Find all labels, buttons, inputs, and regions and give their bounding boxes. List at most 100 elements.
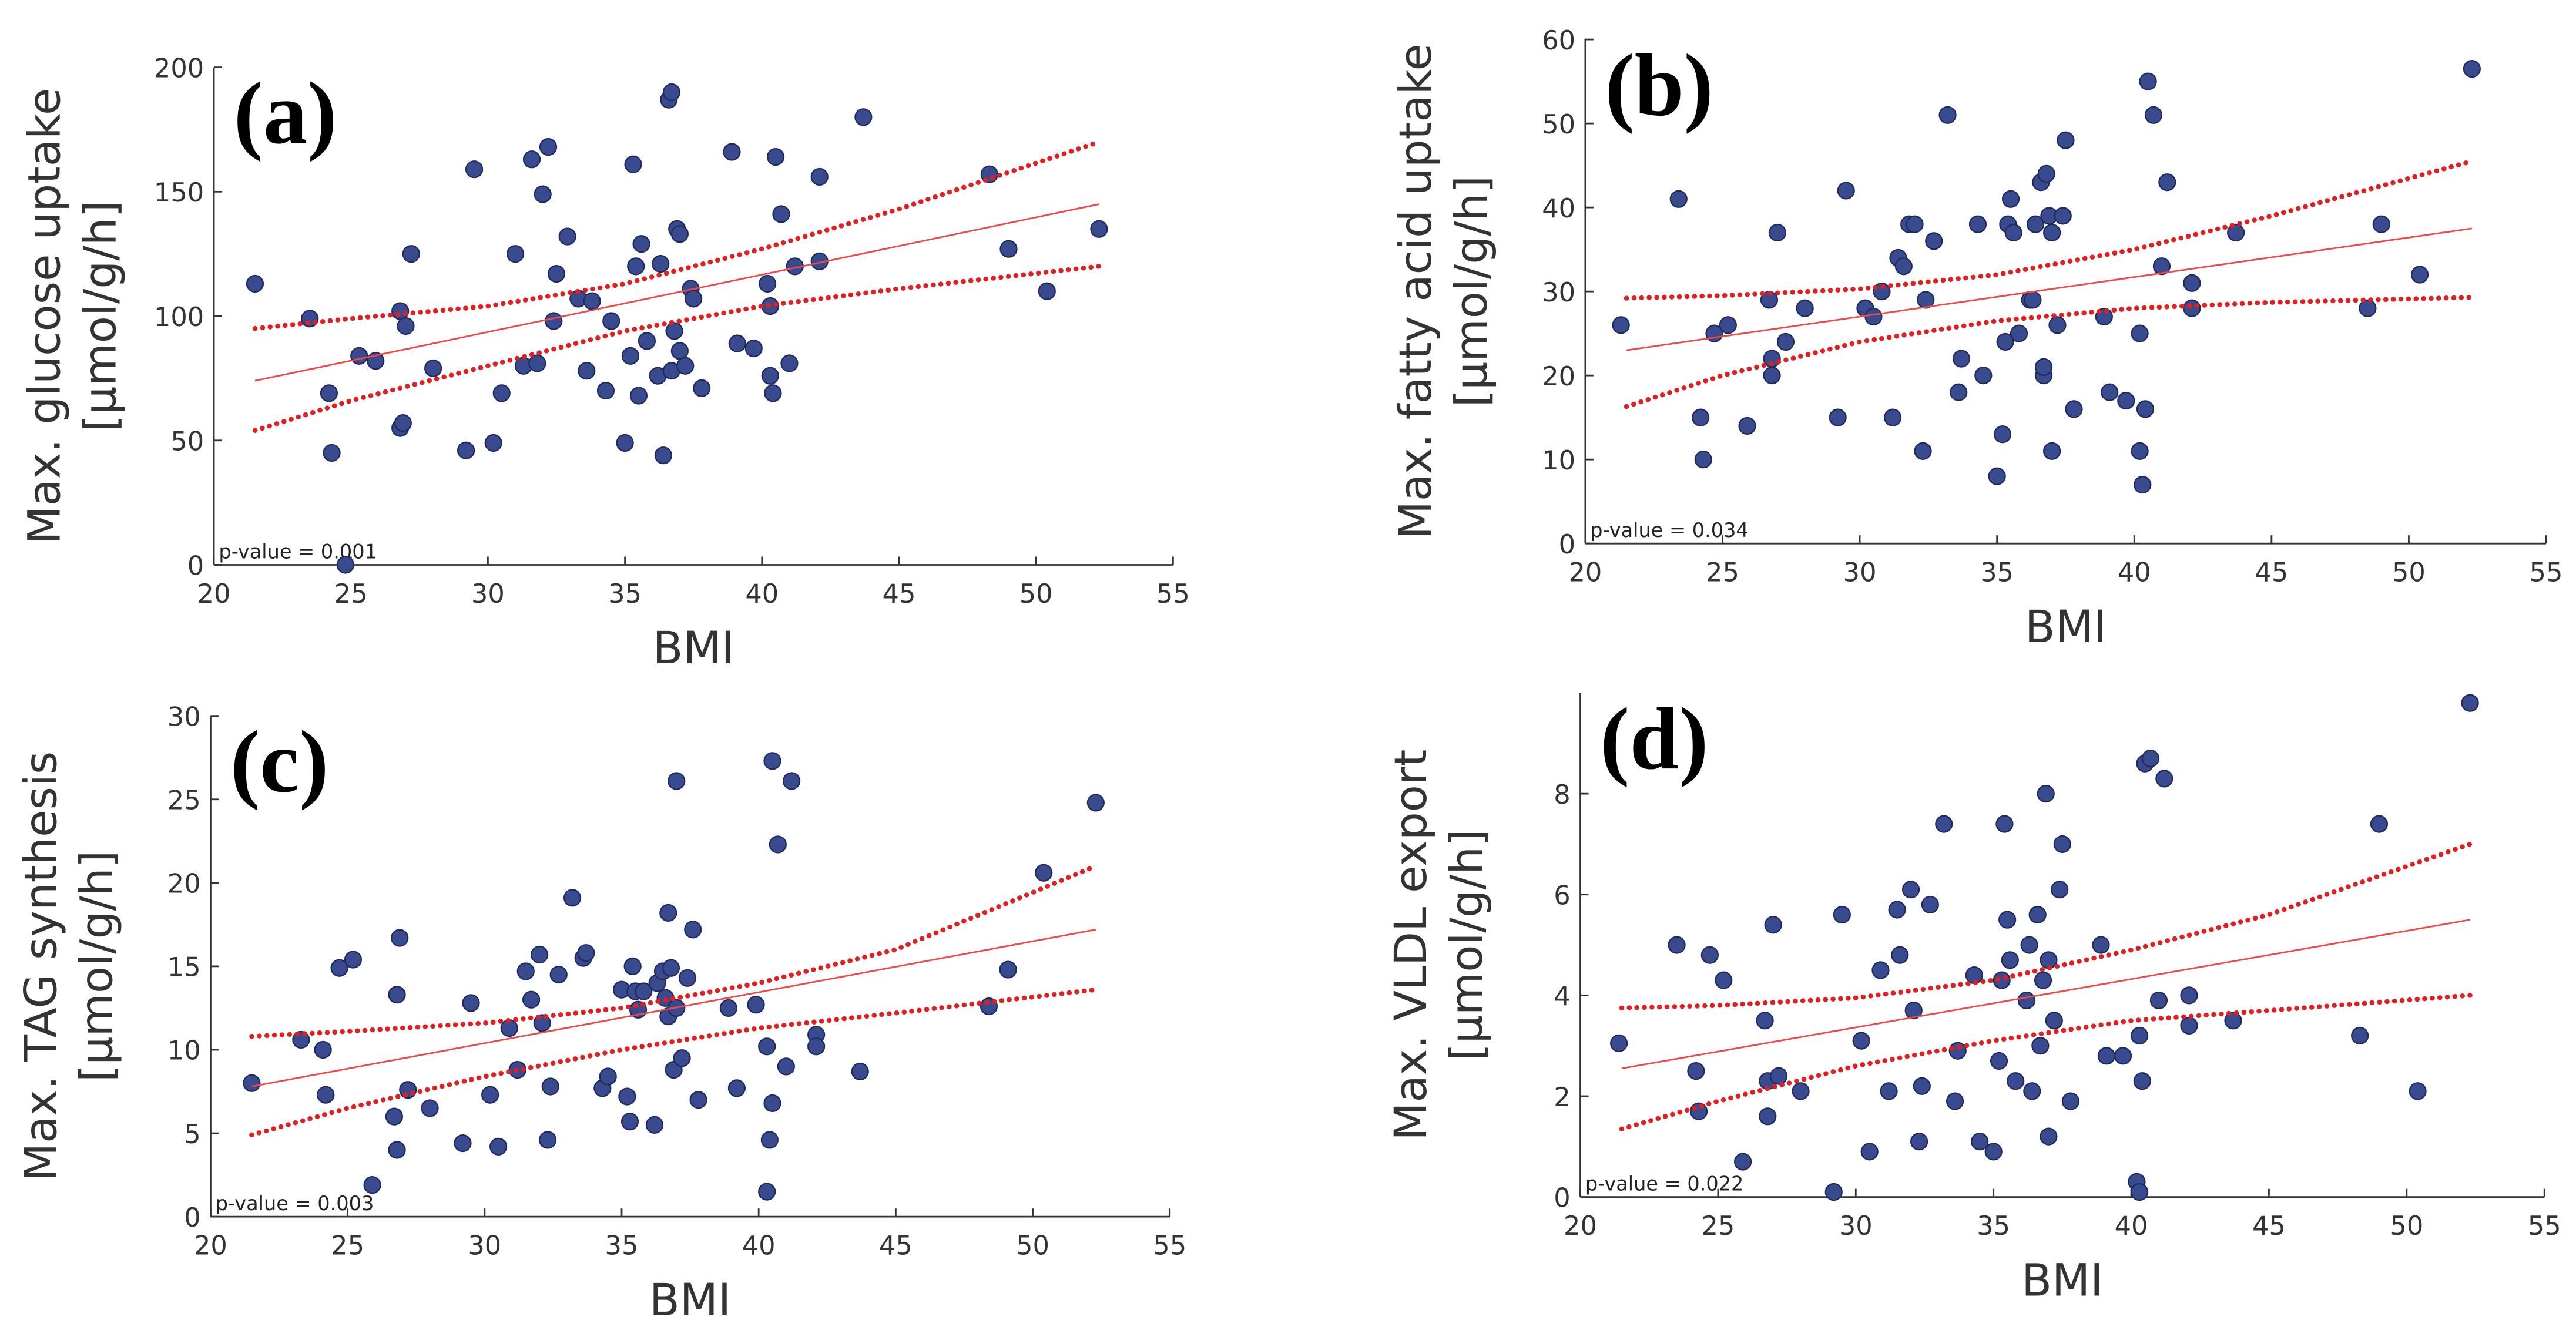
data-point bbox=[1864, 307, 1883, 326]
p-value: p-value = 0.003 bbox=[216, 1192, 374, 1215]
x-tick-label: 20 bbox=[197, 578, 231, 609]
data-point bbox=[1950, 383, 1968, 401]
data-point bbox=[522, 990, 541, 1009]
data-point bbox=[1035, 864, 1053, 882]
data-point bbox=[780, 354, 799, 372]
data-point bbox=[1925, 232, 1943, 250]
y-tick-label: 20 bbox=[1542, 361, 1575, 392]
confidence-band bbox=[252, 264, 1102, 434]
data-point bbox=[1668, 936, 1686, 954]
data-point bbox=[1612, 316, 1630, 334]
data-point bbox=[2134, 475, 2152, 494]
data-point bbox=[662, 83, 680, 102]
data-point bbox=[1756, 1012, 1774, 1030]
x-tick-label: 25 bbox=[331, 1230, 364, 1261]
data-point bbox=[1768, 223, 1787, 242]
data-point bbox=[1824, 1183, 1843, 1201]
data-point bbox=[2372, 215, 2390, 233]
data-point bbox=[2155, 770, 2174, 788]
data-point bbox=[1996, 332, 2014, 351]
data-point bbox=[747, 996, 765, 1014]
data-point bbox=[1913, 1077, 1931, 1095]
panel: 20 25 30 35 40 45 50 55 0 50 100 150 200 BMI Max. gluc… bbox=[18, 52, 1190, 674]
data-point bbox=[632, 235, 650, 253]
data-point bbox=[1880, 1082, 1898, 1100]
data-point bbox=[1917, 291, 1935, 309]
data-point bbox=[662, 959, 680, 977]
x-axis-label: BMI bbox=[2025, 601, 2107, 653]
data-point bbox=[764, 384, 782, 402]
data-point bbox=[2057, 131, 2075, 149]
data-point bbox=[1888, 901, 1906, 919]
y-axis-label: [μmol/g/h] bbox=[74, 200, 126, 432]
y-tick-label: 20 bbox=[167, 868, 201, 899]
data-point bbox=[769, 835, 787, 854]
data-point bbox=[530, 945, 549, 964]
data-point bbox=[1776, 332, 1795, 351]
data-point bbox=[1998, 911, 2017, 929]
data-point bbox=[2040, 1127, 2058, 1146]
fit-line bbox=[254, 203, 1099, 382]
data-point bbox=[1687, 1062, 1705, 1080]
data-point bbox=[851, 1062, 869, 1081]
data-point bbox=[772, 205, 790, 223]
data-point bbox=[1700, 946, 1719, 964]
data-point bbox=[2024, 291, 2042, 309]
data-point bbox=[1852, 1032, 1870, 1050]
data-point bbox=[489, 1137, 508, 1156]
data-point bbox=[516, 962, 535, 980]
data-point bbox=[1692, 408, 1710, 426]
data-point bbox=[539, 138, 558, 156]
data-point bbox=[2065, 400, 2083, 418]
y-tick-label: 0 bbox=[1554, 1182, 1570, 1213]
y-tick-label: 30 bbox=[167, 701, 201, 732]
data-point bbox=[2149, 991, 2168, 1010]
data-point bbox=[317, 1086, 335, 1104]
data-point bbox=[599, 1067, 617, 1086]
y-tick-label: 8 bbox=[1554, 779, 1570, 810]
data-point bbox=[2097, 1047, 2115, 1065]
y-tick-label: 60 bbox=[1542, 25, 1575, 56]
data-point bbox=[1090, 220, 1108, 238]
data-point bbox=[684, 921, 702, 939]
data-point bbox=[678, 969, 697, 987]
x-tick-label: 45 bbox=[879, 1230, 913, 1261]
data-point bbox=[1984, 1143, 2003, 1161]
data-point bbox=[1669, 190, 1688, 208]
data-point bbox=[344, 951, 363, 969]
data-point bbox=[2411, 266, 2429, 284]
data-point bbox=[2053, 835, 2071, 854]
x-tick-label: 25 bbox=[334, 578, 368, 609]
data-point bbox=[363, 1176, 381, 1194]
p-value: p-value = 0.022 bbox=[1585, 1172, 1743, 1195]
data-point bbox=[2351, 1026, 2369, 1045]
x-tick-label: 55 bbox=[1156, 578, 1190, 609]
data-point bbox=[385, 1107, 404, 1126]
y-tick-label: 4 bbox=[1554, 980, 1570, 1012]
data-point bbox=[2359, 299, 2377, 317]
x-tick-label: 40 bbox=[2118, 556, 2151, 587]
data-point bbox=[421, 1099, 439, 1117]
x-tick-label: 30 bbox=[1843, 556, 1877, 587]
data-point bbox=[1764, 916, 1782, 934]
y-tick-label: 30 bbox=[1542, 277, 1575, 308]
data-point bbox=[578, 362, 596, 380]
data-point bbox=[1610, 1034, 1628, 1052]
data-point bbox=[2092, 936, 2110, 954]
data-point bbox=[391, 302, 410, 320]
x-tick-label: 50 bbox=[2390, 1210, 2423, 1241]
data-point bbox=[758, 1183, 776, 1201]
data-point bbox=[1871, 961, 1890, 979]
confidence-band bbox=[252, 139, 1102, 331]
data-point bbox=[1833, 905, 1851, 924]
data-point bbox=[1938, 106, 1957, 124]
confidence-band bbox=[1624, 294, 2475, 409]
y-axis-label: [μmol/g/h] bbox=[1445, 176, 1497, 407]
data-point bbox=[689, 1091, 707, 1109]
data-point bbox=[1860, 1143, 1879, 1161]
data-point bbox=[665, 322, 683, 340]
data-point bbox=[388, 986, 406, 1004]
y-tick-label: 10 bbox=[1542, 445, 1575, 476]
panel-label: (a) bbox=[234, 64, 337, 162]
